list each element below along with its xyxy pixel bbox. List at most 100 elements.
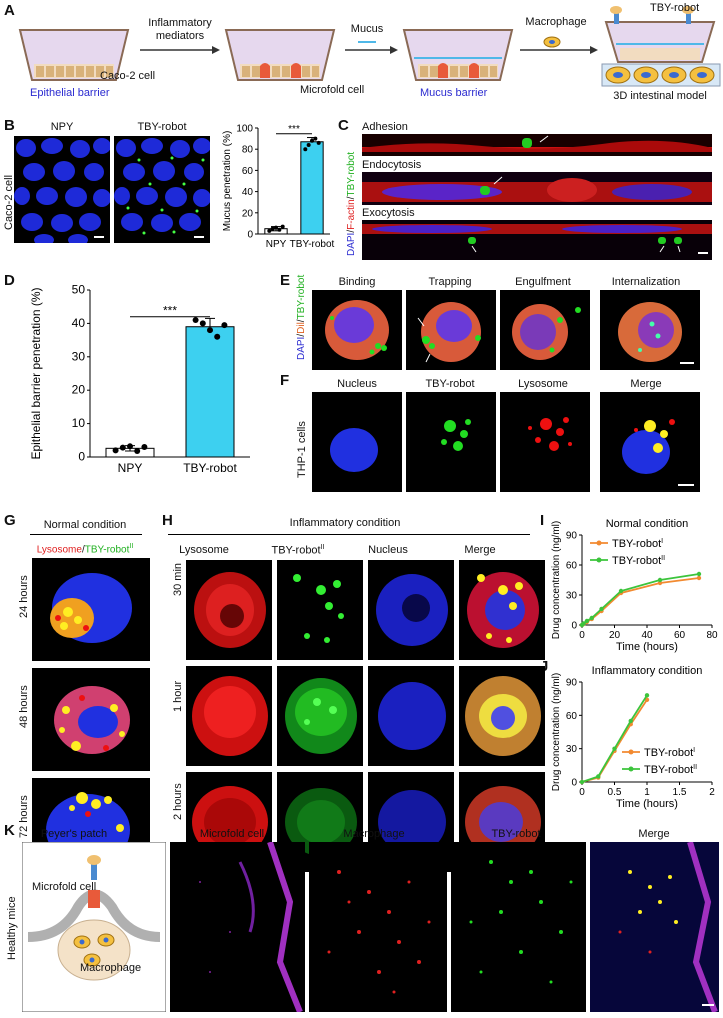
k-image-tby (451, 842, 586, 1012)
h-col-tby: TBY-robotII (271, 544, 324, 557)
series-point-II (579, 779, 585, 785)
x-tick-label: TBY-robot (183, 461, 237, 475)
x-tick-label: NPY (266, 239, 287, 250)
e-col-trapping: Trapping (428, 276, 472, 288)
h-image-30min-tby (277, 560, 363, 660)
significance-label: *** (288, 124, 300, 135)
k-schematic (22, 842, 166, 1012)
x-axis-label: Time (hours) (616, 641, 678, 653)
c-stain-factin: F-actin (346, 199, 357, 230)
data-point (306, 142, 311, 147)
h-col-nucleus: Nucleus (368, 544, 408, 556)
data-point (274, 225, 278, 230)
c-stain-legend: DAPI/F-actin/TBY-robot (346, 152, 357, 256)
e-stain-legend: DAPI/Dil/TBY-robot (296, 275, 307, 360)
data-point (310, 138, 314, 143)
h-image-30min-merge (459, 560, 545, 660)
legend-label-II: TBY-robotII (644, 764, 697, 776)
series-point-II (628, 718, 633, 724)
f-col-lysosome: Lysosome (518, 378, 568, 390)
series-point-I (696, 575, 702, 581)
k-col-microfold: Microfold cell (199, 828, 265, 840)
legend-label-I: TBY-robotI (612, 538, 663, 550)
chart-title: Inflammatory condition (592, 665, 703, 677)
panel-label-i: I (540, 512, 545, 529)
f-image-merge (600, 392, 700, 492)
data-point (277, 227, 282, 232)
scale-bar (702, 1004, 714, 1006)
label-tby-robot-a: TBY-robot (650, 2, 700, 14)
y-tick-label: 0 (571, 621, 577, 632)
legend-marker-II (596, 557, 602, 563)
y-tick-label: 40 (72, 316, 86, 330)
k-col-merge: Merge (638, 828, 670, 840)
g-legend-tby: TBY-robot (84, 544, 130, 556)
y-tick-label: 60 (566, 711, 578, 722)
x-tick-label: 1.5 (673, 787, 687, 798)
k-title-peyers: Peyer's patch (40, 828, 108, 840)
h-image-30min-lysosome (186, 560, 272, 660)
data-point (192, 317, 199, 324)
k-label-macrophage: Macrophage (80, 962, 142, 974)
scale-bar (680, 362, 694, 364)
transwell-1 (18, 29, 130, 81)
y-tick-label: 60 (242, 166, 254, 177)
y-tick-label: 40 (242, 187, 254, 198)
data-point (199, 320, 206, 327)
scale-bar (194, 236, 204, 238)
scale-bar (94, 236, 104, 238)
b-image-tby (114, 136, 210, 243)
legend-sup-I: I (693, 747, 695, 754)
data-point (316, 140, 321, 145)
f-image-nucleus (312, 392, 402, 492)
data-point (112, 447, 119, 454)
b-image-npy (14, 136, 110, 243)
bar-TBY-robot (300, 141, 324, 235)
intestinal-model-3d (601, 6, 721, 87)
x-tick-label: 0.5 (608, 787, 622, 798)
x-tick-label: 2 (709, 787, 715, 798)
chart-d: 0 10 20 30 40 50 Epithelial barrier penetratio… (29, 283, 250, 475)
label-microfold-cell: Microfold cell (300, 84, 365, 96)
series-point-II (618, 588, 624, 594)
panel-label-c: C (338, 117, 349, 134)
bar-TBY-robot (185, 326, 235, 458)
data-point (119, 444, 126, 451)
c-label-endocytosis: Endocytosis (362, 159, 422, 171)
h-col-lysosome: Lysosome (179, 544, 229, 556)
chart-i: Normal condition 0 30 60 90 0 20 40 60 80 Time (ho… (551, 518, 718, 653)
x-tick-label: TBY-robot (290, 239, 335, 250)
g-image-24h (32, 558, 150, 661)
h-header-rule (168, 534, 530, 535)
panel-label-g: G (4, 512, 16, 529)
label-macrophage: Macrophage (525, 16, 587, 28)
g-row-48h: 48 hours (18, 685, 30, 728)
k-image-merge (590, 842, 719, 1012)
f-row-label: THP-1 cells (296, 421, 308, 478)
k-label-microfold: Microfold cell (32, 881, 97, 893)
scale-bar (698, 252, 708, 254)
y-tick-label: 100 (236, 124, 253, 135)
data-point (141, 443, 148, 450)
b-col-tby: TBY-robot (137, 121, 187, 133)
label-inflammatory-2: mediators (155, 30, 205, 42)
f-image-tby (406, 392, 496, 492)
label-caco2-cell: Caco-2 cell (100, 70, 156, 82)
panel-label-e: E (280, 272, 291, 289)
c-stain-tby: TBY-robot (346, 151, 357, 197)
legend-marker-I (596, 540, 602, 546)
data-point (127, 443, 133, 450)
g-header-rule (30, 534, 142, 535)
panel-label-f: F (280, 372, 290, 389)
g-legend-lyso: Lysosome (36, 544, 82, 556)
e-stain-dapi: DAPI (296, 336, 307, 360)
y-tick-label: 90 (566, 678, 578, 689)
legend-marker-II (628, 766, 634, 772)
scale-bar (678, 484, 694, 486)
label-3d-model: 3D intestinal model (613, 90, 707, 102)
f-image-lysosome (500, 392, 590, 492)
c-image-exocytosis (362, 220, 712, 260)
y-tick-label: 90 (566, 531, 578, 542)
h-image-30min-nucleus (368, 560, 454, 660)
x-tick-label: 60 (674, 630, 686, 641)
